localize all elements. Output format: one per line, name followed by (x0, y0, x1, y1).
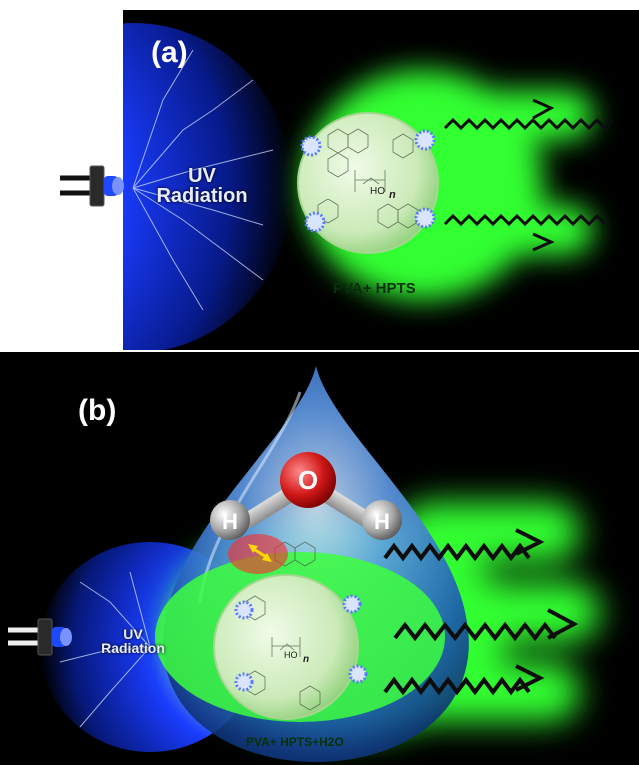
uv-burst-a (123, 23, 293, 350)
sample-label-b: PVA+ HPTS+H2O (246, 735, 344, 749)
oxygen-atom (280, 452, 336, 508)
uv-lamp-a-icon (60, 165, 124, 207)
uv-line1-b: UV (123, 626, 143, 642)
panel-b: HO n O H H (0, 352, 639, 765)
water-molecule: O H H (210, 452, 402, 540)
uv-sparks-b (59, 571, 151, 728)
hydrogen-atom-right (362, 500, 402, 540)
polymer-group-b: HO (284, 650, 298, 660)
uv-line1-a: UV (188, 165, 216, 187)
uv-line2-a: Radiation (156, 185, 248, 207)
hbond-glow (228, 534, 288, 574)
sparkle-icons-a (300, 129, 436, 233)
uv-lamp-b-icon (8, 618, 72, 656)
panel-a-label: (a) (151, 36, 188, 69)
emission-waves-a (443, 98, 615, 252)
hpts-structures-a (317, 128, 419, 229)
emission-waves-b (383, 528, 579, 696)
uv-line2-b: Radiation (101, 640, 165, 656)
oxygen-label: O (298, 465, 318, 495)
panel-b-graphic: HO n O H H (8, 366, 600, 762)
double-arrow-icon (248, 544, 272, 562)
pva-sphere-a (297, 112, 439, 254)
hydrogen-right-label: H (374, 509, 390, 534)
hydrogen-left-label: H (222, 509, 238, 534)
uv-sparks-a (132, 49, 274, 311)
polymer-sub-a: n (389, 189, 396, 201)
uv-label-a: UV Radiation (137, 166, 267, 206)
sample-label-a: PVA+ HPTS (333, 280, 416, 297)
sparkle-icons-b (234, 594, 368, 692)
polymer-group-a: HO (370, 186, 385, 197)
panel-a: HO n (a) UV Radiation PVA+ HPTS (123, 10, 639, 350)
hydrogen-atom-left (210, 500, 250, 540)
panel-b-label: (b) (78, 394, 117, 427)
panel-a-graphic: HO n (123, 23, 615, 350)
uv-label-b: UV Radiation (78, 627, 188, 655)
polymer-sub-b: n (303, 654, 309, 665)
